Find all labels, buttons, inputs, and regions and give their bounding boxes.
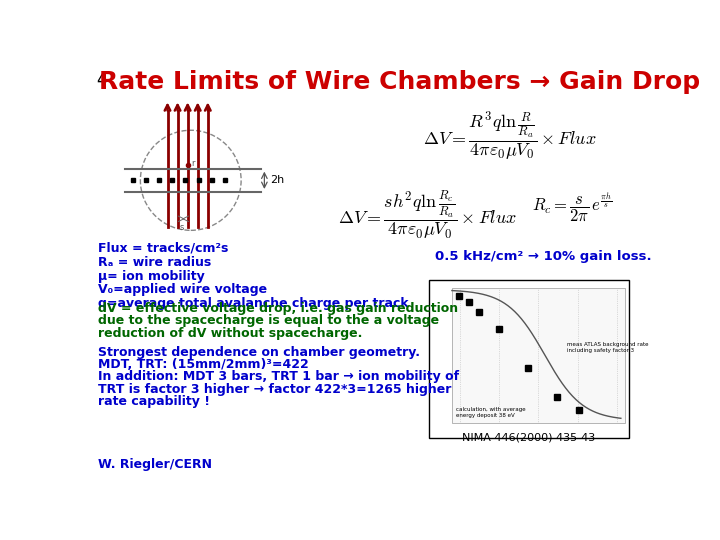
Text: $\Delta V = \dfrac{R^3 q \ln \frac{R}{R_a}}{4\pi\varepsilon_0 \mu V_0} \times Fl: $\Delta V = \dfrac{R^3 q \ln \frac{R}{R_…	[423, 111, 597, 163]
Text: MDT, TRT: (15mm/2mm)³=422: MDT, TRT: (15mm/2mm)³=422	[98, 358, 308, 371]
Text: W. Riegler/CERN: W. Riegler/CERN	[98, 458, 212, 471]
Text: meas ATLAS background rate
including safety factor 3: meas ATLAS background rate including saf…	[567, 342, 648, 353]
Text: Rₐ = wire radius: Rₐ = wire radius	[98, 256, 211, 269]
Text: r: r	[191, 159, 194, 168]
Text: In addition: MDT 3 bars, TRT 1 bar → ion mobility of: In addition: MDT 3 bars, TRT 1 bar → ion…	[98, 370, 459, 383]
Text: rate capability !: rate capability !	[98, 395, 210, 408]
Text: Flux = tracks/cm²s: Flux = tracks/cm²s	[98, 242, 228, 255]
FancyBboxPatch shape	[428, 280, 629, 438]
Text: dV = effective voltage drop, i.e. gas gain reduction: dV = effective voltage drop, i.e. gas ga…	[98, 302, 458, 315]
Text: $\Delta V = \dfrac{sh^2 q \ln \frac{R_c}{R_a}}{4\pi\varepsilon_0 \mu V_0} \times: $\Delta V = \dfrac{sh^2 q \ln \frac{R_c}…	[338, 188, 517, 241]
Text: Rate Limits of Wire Chambers → Gain Drop: Rate Limits of Wire Chambers → Gain Drop	[99, 70, 701, 94]
Text: s: s	[180, 222, 184, 232]
Text: NIMA 446(2000) 435-43: NIMA 446(2000) 435-43	[462, 432, 595, 442]
Text: reduction of dV without spacecharge.: reduction of dV without spacecharge.	[98, 327, 362, 340]
Text: 4: 4	[96, 71, 107, 89]
Text: V₀=applied wire voltage: V₀=applied wire voltage	[98, 284, 267, 296]
Text: calculation, with average
energy deposit 38 eV: calculation, with average energy deposit…	[456, 408, 526, 418]
Text: q=average total avalanche charge per track: q=average total avalanche charge per tra…	[98, 298, 408, 310]
Text: TRT is factor 3 higher → factor 422*3=1265 higher: TRT is factor 3 higher → factor 422*3=12…	[98, 383, 451, 396]
Text: Strongest dependence on chamber geometry.: Strongest dependence on chamber geometry…	[98, 346, 420, 359]
Text: $R_c = \dfrac{s}{2\pi}\, e^{\frac{\pi h}{s}}$: $R_c = \dfrac{s}{2\pi}\, e^{\frac{\pi h}…	[532, 192, 612, 224]
Text: 0.5 kHz/cm² → 10% gain loss.: 0.5 kHz/cm² → 10% gain loss.	[435, 249, 652, 262]
Text: 2h: 2h	[270, 176, 284, 185]
Text: due to the spacecharge is equal to the a voltage: due to the spacecharge is equal to the a…	[98, 314, 439, 327]
FancyBboxPatch shape	[452, 288, 625, 423]
Text: μ= ion mobility: μ= ion mobility	[98, 269, 204, 282]
